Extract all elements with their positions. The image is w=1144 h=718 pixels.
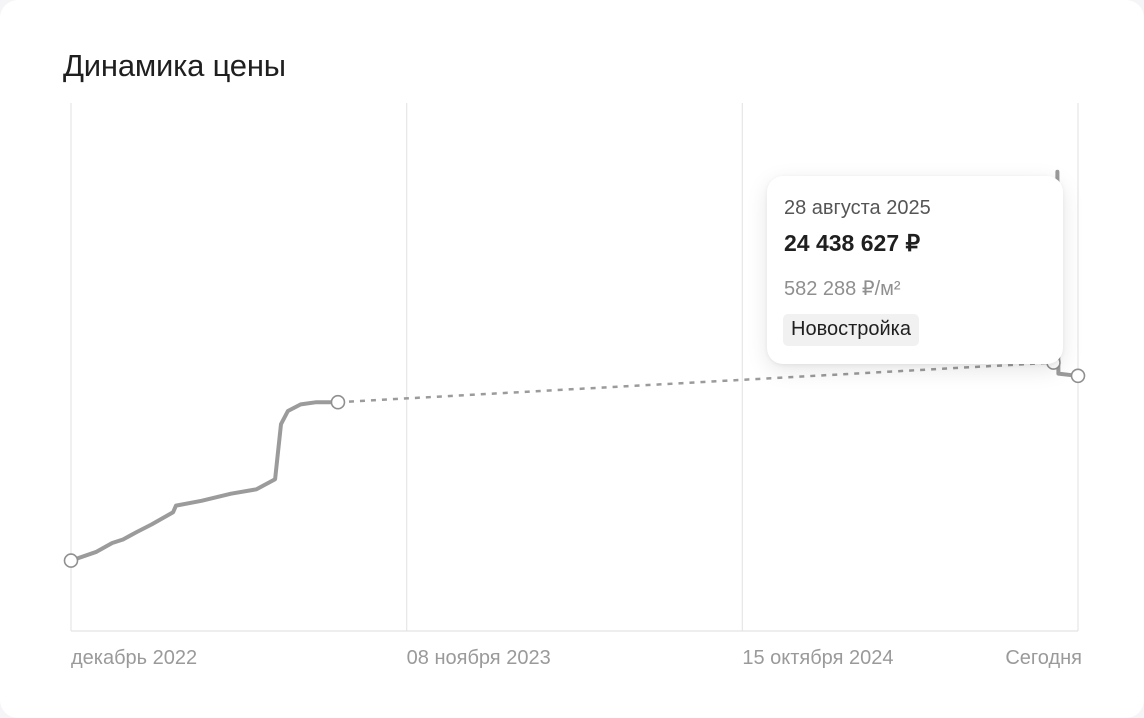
price-tooltip: 28 августа 2025 24 438 627 ₽ 582 288 ₽/м…	[767, 176, 1063, 364]
chart-title: Динамика цены	[63, 48, 286, 83]
x-axis-labels: декабрь 2022 08 ноября 2023 15 октября 202…	[71, 647, 1082, 669]
series-line-0	[69, 400, 340, 563]
tooltip-price-per-sqm: 582 288 ₽/м²	[784, 278, 901, 300]
data-point-marker-0	[63, 553, 79, 568]
tooltip-badge-new-building: Новостройка	[783, 314, 919, 346]
data-point-marker-3	[1070, 368, 1086, 384]
marker-layer	[63, 355, 1086, 568]
x-tick-label-1: 08 ноября 2023	[407, 647, 551, 669]
x-tick-label-2: 15 октября 2024	[742, 647, 893, 669]
data-point-marker-1	[330, 394, 346, 410]
x-tick-label-0: декабрь 2022	[71, 647, 197, 669]
tooltip-price: 24 438 627 ₽	[784, 230, 921, 256]
series-line-1	[337, 361, 1054, 404]
grid-layer	[70, 103, 1079, 632]
x-tick-label-3: Сегодня	[1005, 647, 1082, 669]
tooltip-date: 28 августа 2025	[784, 197, 931, 219]
